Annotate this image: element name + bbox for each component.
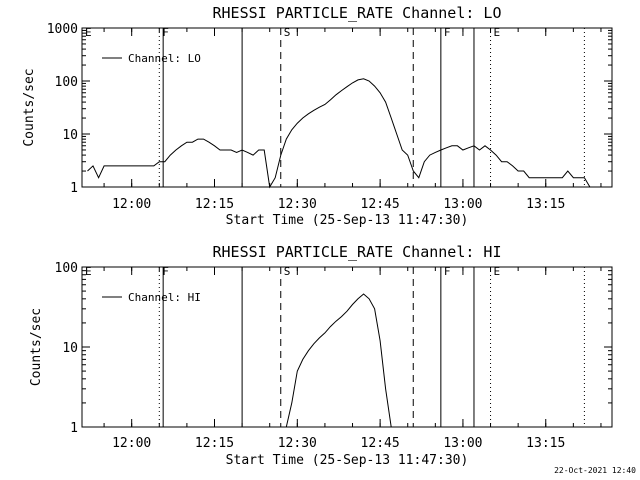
panel-1-x-tick-label: 12:30	[278, 197, 317, 212]
panel-1-x-tick-label: 12:15	[195, 197, 234, 212]
panel-1-marker-label: E	[494, 26, 501, 39]
panel-1-chart-title: RHESSI PARTICLE_RATE Channel: LO	[213, 4, 502, 22]
panel-1-x-tick-label: 12:00	[112, 197, 151, 212]
panel-1-marker-label: F	[444, 26, 451, 39]
panel-1-axes-frame	[81, 27, 613, 188]
panel-1-x-tick-label: 13:00	[443, 197, 482, 212]
panel-1-x-tick-label: 13:15	[526, 197, 565, 212]
panel-1-marker-label: E	[85, 26, 92, 39]
panel-2-y-tick-label: 100	[55, 261, 78, 276]
panel-2-x-tick-label: 13:15	[526, 436, 565, 451]
panel-1-marker-label: F	[162, 26, 169, 39]
panel-1-y-tick-label: 100	[55, 75, 78, 90]
footer-timestamp: 22-Oct-2021 12:40	[554, 466, 636, 475]
panel-1-legend-label: Channel: LO	[128, 52, 201, 65]
panel-2-x-tick-label: 12:00	[112, 436, 151, 451]
panel-2-marker-label: E	[85, 265, 92, 278]
panel-2-marker-label: S	[284, 265, 291, 278]
panel-2-x-tick-label: 12:30	[278, 436, 317, 451]
panel-2-x-tick-label: 12:15	[195, 436, 234, 451]
panel-2-marker-label: F	[162, 265, 169, 278]
panel-2-chart-title: RHESSI PARTICLE_RATE Channel: HI	[213, 243, 502, 261]
panel-2-y-tick-label: 10	[62, 341, 78, 356]
panel-2-series-line	[285, 293, 392, 428]
panel-2-x-tick-label: 13:00	[443, 436, 482, 451]
panel-1-marker-label: S	[284, 26, 291, 39]
panel-1-y-tick-label: 1000	[47, 22, 78, 37]
panel-2-y-axis-label: Counts/sec	[29, 308, 44, 386]
panel-1-x-tick-label: 12:45	[361, 197, 400, 212]
panel-1-y-tick-label: 10	[62, 128, 78, 143]
panel-2-marker-label: F	[444, 265, 451, 278]
panel-2-y-tick-label: 1	[70, 421, 78, 436]
panel-1-y-axis-label: Counts/sec	[22, 68, 37, 146]
panel-2-x-axis-label: Start Time (25-Sep-13 11:47:30)	[226, 453, 469, 468]
panel-1-x-axis-label: Start Time (25-Sep-13 11:47:30)	[226, 213, 469, 228]
panel-1-y-tick-label: 1	[70, 181, 78, 196]
panel-2-x-tick-label: 12:45	[361, 436, 400, 451]
panel-2-legend-label: Channel: HI	[128, 291, 201, 304]
panel-1-series-line	[87, 78, 591, 189]
panel-2-marker-label: E	[494, 265, 501, 278]
